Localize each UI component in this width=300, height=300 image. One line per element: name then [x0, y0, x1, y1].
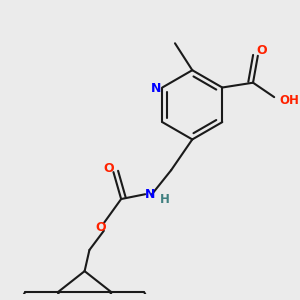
Text: O: O [103, 162, 114, 175]
Text: H: H [160, 193, 169, 206]
Text: N: N [150, 82, 161, 95]
Text: N: N [145, 188, 155, 201]
Text: O: O [256, 44, 267, 58]
Text: O: O [96, 221, 106, 234]
Text: OH: OH [279, 94, 299, 106]
